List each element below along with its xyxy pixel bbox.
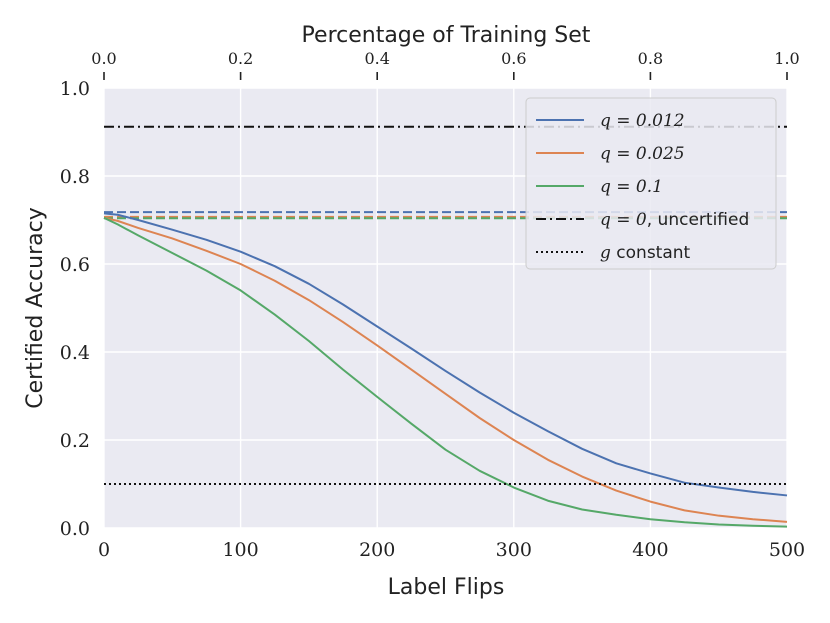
legend-label: q = 0.025 — [600, 144, 685, 164]
legend-label: q = 0.012 — [600, 111, 685, 131]
y-tick-label: 0.6 — [60, 254, 90, 276]
legend-label: g constant — [600, 243, 691, 263]
legend-math: g — [600, 243, 611, 263]
legend-text: , uncertified — [647, 210, 750, 230]
reference-lines — [104, 211, 787, 220]
series-line — [103, 216, 788, 523]
legend-math: q = 0.1 — [600, 177, 663, 197]
top-axis-ticks: 0.0 0.2 0.4 0.6 0.8 1.0 — [91, 49, 800, 80]
legend-math: q = 0 — [600, 210, 647, 230]
y-tick-label: 0.2 — [60, 430, 90, 452]
series-line — [103, 216, 788, 528]
legend-box — [525, 97, 777, 270]
top-x-tick-label: 0.8 — [638, 49, 663, 68]
y-tick-label: 0.0 — [60, 518, 90, 540]
legend-text: constant — [611, 243, 691, 263]
top-x-tick-label: 0.6 — [501, 49, 526, 68]
top-x-tick-label: 1.0 — [774, 49, 799, 68]
top-x-tick-label: 0.4 — [364, 49, 389, 68]
legend-math: q = 0.012 — [600, 111, 685, 131]
x-tick-label: 100 — [222, 539, 258, 561]
legend-label: q = 0.1 — [600, 177, 663, 197]
y-tick-label: 0.8 — [60, 166, 90, 188]
legend-label: q = 0, uncertified — [600, 210, 749, 230]
y-tick-label: 1.0 — [60, 78, 90, 100]
top-x-tick-label: 0.0 — [91, 49, 116, 68]
y-tick-label: 0.4 — [60, 342, 90, 364]
x-tick-label: 300 — [496, 539, 532, 561]
top-x-axis-title: Percentage of Training Set — [302, 23, 591, 48]
x-tick-label: 0 — [98, 539, 110, 561]
series-line — [103, 212, 788, 497]
x-tick-label: 400 — [632, 539, 668, 561]
axis-ticks: 0 100 200 300 400 500 0.0 0.2 0.4 0.6 0.8 1.0 — [60, 78, 805, 561]
x-tick-label: 500 — [769, 539, 805, 561]
x-axis-title: Label Flips — [388, 575, 505, 600]
x-tick-label: 200 — [359, 539, 395, 561]
legend: q = 0.012 q = 0.025 q = 0.1 q = 0, uncertif… — [525, 97, 777, 270]
legend-math: q = 0.025 — [600, 144, 685, 164]
y-axis-title: Certified Accuracy — [23, 207, 48, 408]
top-x-tick-label: 0.2 — [228, 49, 253, 68]
